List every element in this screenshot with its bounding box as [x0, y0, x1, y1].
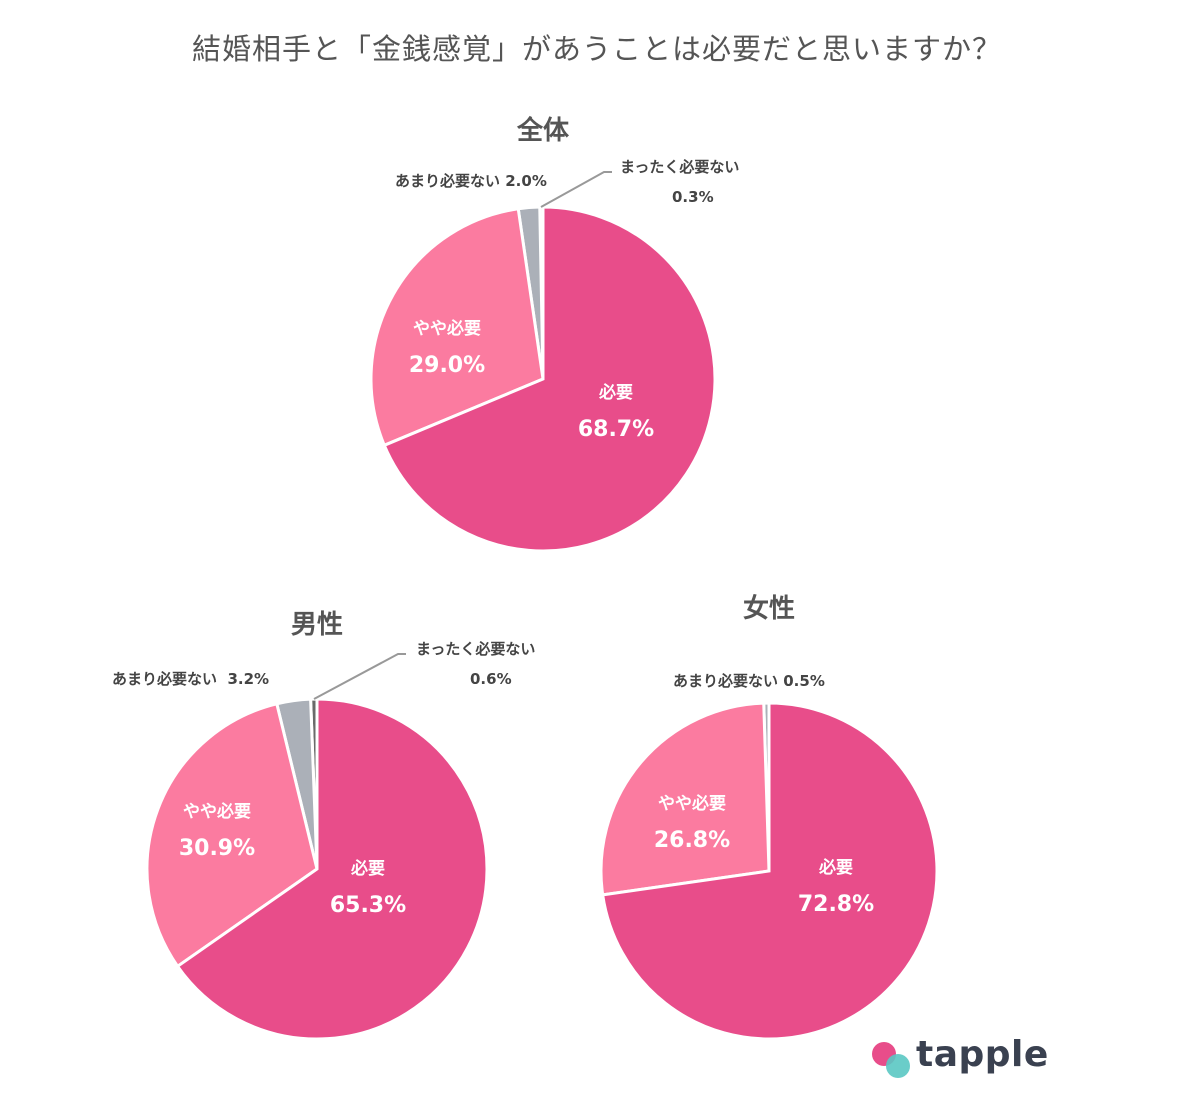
pie-title-male: 男性: [290, 610, 344, 640]
slice-value: 0.6%: [470, 670, 512, 688]
tapple-logo: tapple: [872, 1034, 1052, 1082]
slice-label: まったく必要ない: [416, 640, 536, 658]
slice-label: まったく必要ない: [620, 158, 740, 176]
pie-slice: [599, 701, 771, 897]
pie-slice: [145, 702, 319, 969]
slice-label: やや必要 30.9%: [178, 802, 256, 861]
leader-line: [313, 653, 406, 700]
slice-label: やや必要 26.8%: [653, 794, 731, 853]
leader-line: [540, 171, 612, 208]
pie-slice: [369, 207, 545, 448]
slice-value: 0.3%: [672, 188, 714, 206]
pie-slice: [382, 205, 717, 553]
slice-label: あまり必要ない 2.0%: [395, 172, 547, 190]
slice-label: 必要 68.7%: [577, 383, 655, 442]
slice-label: あまり必要ない 0.5%: [673, 672, 825, 690]
slice-label: 必要 65.3%: [329, 859, 407, 918]
pie-title-overall: 全体: [516, 116, 570, 146]
logo-circle-teal-icon: [886, 1054, 910, 1078]
pie-slice: [601, 701, 939, 1041]
slice-label: 必要 72.8%: [797, 858, 875, 917]
pie-slice: [175, 697, 489, 1041]
chart-title: 結婚相手と「金銭感覚」があうことは必要だと思いますか？: [191, 32, 1002, 66]
pie-title-female: 女性: [742, 594, 796, 624]
slice-label: やや必要 29.0%: [408, 319, 486, 378]
slice-label: あまり必要ない 3.2%: [112, 670, 270, 688]
